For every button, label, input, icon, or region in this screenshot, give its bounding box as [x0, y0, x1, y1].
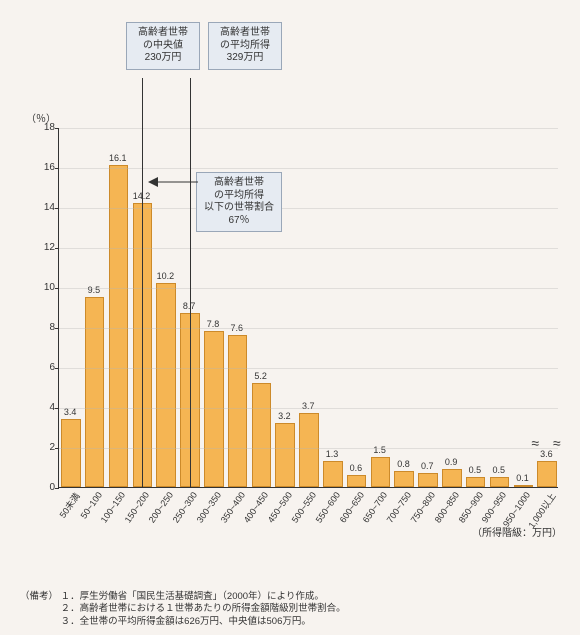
bar [252, 383, 272, 487]
bar [275, 423, 295, 487]
y-tick-label: 14 [37, 203, 55, 213]
callout-text: の平均所得 [220, 40, 270, 51]
gridline [59, 368, 558, 369]
bar [394, 471, 414, 487]
bar [514, 485, 534, 487]
gridline [59, 208, 558, 209]
footnotes: （備考） １．厚生労働省「国民生活基礎調査」（2000年）により作成。 （備考）… [20, 591, 346, 629]
bar-value-label: 1.3 [319, 449, 345, 459]
callout-text: 高齢者世帯 [220, 27, 270, 38]
y-tick-label: 10 [37, 283, 55, 293]
y-tick-label: 18 [37, 123, 55, 133]
x-axis-label: （所得階級：万円） [472, 524, 562, 539]
bar-value-label: 3.2 [271, 411, 297, 421]
bar-value-label: 5.2 [248, 371, 274, 381]
footnote-label: （備考） [20, 591, 58, 602]
callout-text: の平均所得 [214, 190, 264, 201]
bar [323, 461, 343, 487]
figure-page: （％） 3.49.516.114.210.28.77.87.65.23.23.7… [0, 0, 580, 635]
y-tick-label: 0 [37, 483, 55, 493]
bar-value-label: 0.6 [343, 463, 369, 473]
reference-line [142, 78, 143, 487]
callout-text: 高齢者世帯 [214, 177, 264, 188]
bar-value-label: 3.7 [295, 401, 321, 411]
callout-text: の中央値 [143, 40, 183, 51]
x-tick-label: 50未満 [56, 490, 83, 520]
gridline [59, 408, 558, 409]
gridline [59, 288, 558, 289]
y-tick-label: 4 [37, 403, 55, 413]
gridline [59, 448, 558, 449]
callout-text: 以下の世帯割合 [204, 202, 274, 213]
y-tick-label: 8 [37, 323, 55, 333]
bar-value-label: 0.7 [414, 461, 440, 471]
footnote-line: ２．高齢者世帯における１世帯あたりの所得金額階級別世帯割合。 [61, 603, 346, 614]
gridline [59, 168, 558, 169]
y-tick-label: 6 [37, 363, 55, 373]
bar-value-label: 0.1 [510, 473, 536, 483]
arrow-icon [148, 176, 198, 188]
bar [418, 473, 438, 487]
bar [156, 283, 176, 487]
plot-region: 3.49.516.114.210.28.77.87.65.23.23.71.30… [58, 128, 558, 488]
bar-value-label: 0.5 [486, 465, 512, 475]
bar [85, 297, 105, 487]
bar-value-label: 16.1 [105, 153, 131, 163]
gridline [59, 248, 558, 249]
footnote-line: １．厚生労働省「国民生活基礎調査」（2000年）により作成。 [61, 591, 324, 602]
bar [490, 477, 510, 487]
bar [371, 457, 391, 487]
footnote-line: ３．全世帯の平均所得金額は626万円、中央値は506万円。 [61, 616, 311, 627]
reference-line [190, 78, 191, 487]
callout-median: 高齢者世帯 の中央値 230万円 [126, 22, 200, 70]
y-tick-label: 2 [37, 443, 55, 453]
callout-text: 230万円 [145, 52, 182, 63]
callout-text: 67％ [228, 215, 249, 226]
bar [466, 477, 486, 487]
bar-value-label: 1.5 [367, 445, 393, 455]
bar [347, 475, 367, 487]
gridline [59, 328, 558, 329]
callout-text: 高齢者世帯 [138, 27, 188, 38]
bar-value-label: 0.5 [462, 465, 488, 475]
callout-mean: 高齢者世帯 の平均所得 329万円 [208, 22, 282, 70]
bar [537, 461, 557, 487]
bar [204, 331, 224, 487]
bar-value-label: 10.2 [152, 271, 178, 281]
bar-value-label: 0.8 [390, 459, 416, 469]
bar [228, 335, 248, 487]
bars-group: 3.49.516.114.210.28.77.87.65.23.23.71.30… [59, 128, 558, 487]
y-tick-label: 16 [37, 163, 55, 173]
callout-text: 329万円 [227, 52, 264, 63]
bar [442, 469, 462, 487]
bar [109, 165, 129, 487]
bar-value-label: 9.5 [81, 285, 107, 295]
callout-below-mean: 高齢者世帯 の平均所得 以下の世帯割合 67％ [196, 172, 282, 232]
bar [61, 419, 81, 487]
chart-area: （％） 3.49.516.114.210.28.77.87.65.23.23.7… [8, 8, 572, 564]
x-tick-labels: 50未満50~100100~150150~200200~250250~30030… [58, 488, 558, 548]
y-tick-label: 12 [37, 243, 55, 253]
bar [299, 413, 319, 487]
gridline [59, 128, 558, 129]
bar-value-label: 0.9 [438, 457, 464, 467]
